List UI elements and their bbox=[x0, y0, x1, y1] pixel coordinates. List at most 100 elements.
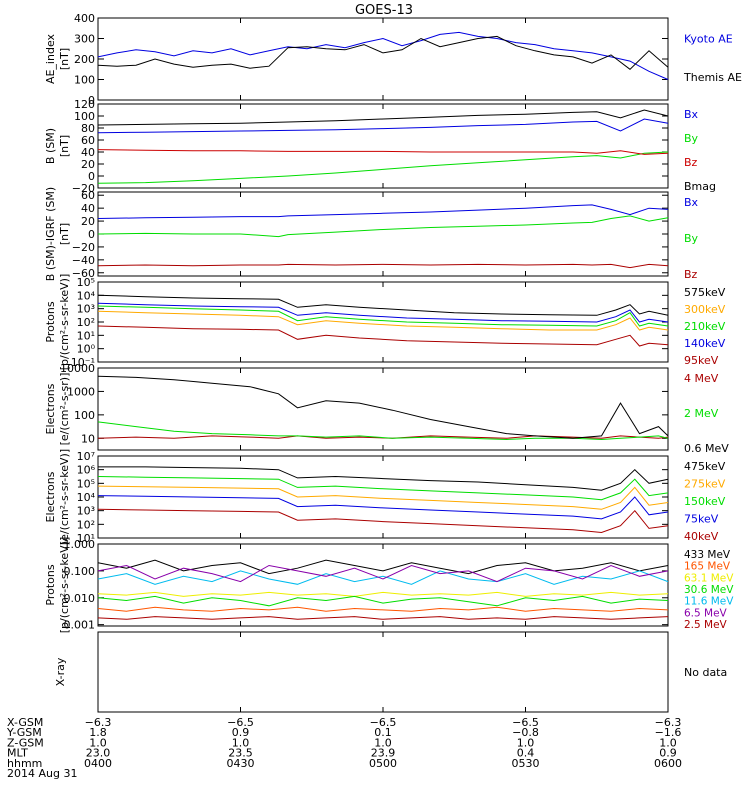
y-tick-label: 10² bbox=[77, 316, 95, 329]
y-tick-label: 0 bbox=[88, 94, 95, 107]
x-row-label: Y-GSM bbox=[6, 726, 42, 739]
legend-label: 475keV bbox=[684, 460, 726, 473]
series-line-bx bbox=[97, 118, 669, 134]
legend-label: Bmag bbox=[684, 180, 716, 193]
y-tick-label: 10³ bbox=[77, 505, 95, 518]
legend-label: 433 MeV bbox=[684, 549, 731, 561]
legend-label: 575keV bbox=[684, 286, 726, 299]
y-tick-label: 10⁴ bbox=[77, 491, 96, 504]
y-axis-label: [p/(cm²-s-sr-keV)] bbox=[58, 274, 71, 371]
y-tick-label: 10⁰ bbox=[77, 343, 96, 356]
legend-label: Bz bbox=[684, 156, 698, 169]
y-tick-label: 10¹ bbox=[77, 329, 95, 342]
legend-label: 75keV bbox=[684, 513, 719, 526]
y-tick-label: 100 bbox=[74, 110, 95, 123]
legend-label: 210keV bbox=[684, 320, 726, 333]
y-tick-label: 0.001 bbox=[64, 619, 96, 632]
y-tick-label: 0.100 bbox=[64, 565, 96, 578]
legend-label: 165 MeV bbox=[684, 561, 731, 573]
series-line-433-mev bbox=[97, 559, 669, 575]
y-tick-label: 10¹ bbox=[77, 532, 95, 545]
panel-frame bbox=[97, 543, 669, 627]
series-line-6-5-mev bbox=[97, 564, 669, 583]
no-data-label: No data bbox=[684, 666, 727, 679]
y-tick-label: 1.000 bbox=[64, 538, 96, 551]
x-row-value: −0.8 bbox=[512, 726, 539, 739]
series-line-bx bbox=[97, 204, 669, 219]
series-line-75kev bbox=[97, 495, 669, 520]
y-tick-label: 400 bbox=[74, 12, 95, 25]
legend-label: 0.6 MeV bbox=[684, 442, 729, 455]
y-axis-label: [p/(cm²-s-sr-keV)] bbox=[58, 537, 71, 634]
x-row-value: 1.0 bbox=[89, 736, 107, 749]
y-axis-label: Protons bbox=[44, 564, 57, 605]
legend-label: Kyoto AE bbox=[684, 33, 733, 46]
y-axis-label: B (SM) bbox=[44, 128, 57, 164]
y-tick-label: −20 bbox=[72, 241, 95, 254]
x-row-value: −6.3 bbox=[655, 716, 682, 729]
series-line-30-6-mev bbox=[97, 595, 669, 607]
x-row-value: 23.5 bbox=[228, 747, 253, 760]
x-row-value: 0.1 bbox=[374, 726, 392, 739]
legend-label: Themis AE bbox=[683, 71, 742, 84]
x-row-value: 1.8 bbox=[89, 726, 107, 739]
y-tick-label: 10⁵ bbox=[77, 276, 95, 289]
series-line-0-6-mev bbox=[97, 375, 669, 439]
x-row-value: 0400 bbox=[84, 757, 112, 770]
y-axis-label: AE_index bbox=[44, 33, 57, 84]
y-tick-label: −20 bbox=[72, 182, 95, 195]
panel-8: X-ray No data bbox=[54, 631, 727, 713]
legend-label: 275keV bbox=[684, 478, 726, 491]
panel-frame bbox=[97, 17, 669, 101]
y-axis-label: [e/(cm²-s-sr)] bbox=[58, 373, 71, 446]
y-tick-label: 60 bbox=[81, 134, 95, 147]
y-tick-label: 10000 bbox=[60, 362, 95, 375]
x-row-value: 23.0 bbox=[86, 747, 111, 760]
x-row-value: 23.9 bbox=[371, 747, 396, 760]
series-line-4-mev bbox=[97, 435, 669, 439]
y-tick-label: 0 bbox=[88, 228, 95, 241]
panel-1: 0 100 200 300 400 AE_index [nT] Kyoto AE Themis … bbox=[44, 12, 742, 107]
series-line-165-mev bbox=[97, 606, 669, 612]
x-axis-table: X-GSM −6.3 −6.5 −6.5 −6.5 −6.3 Y-GSM 1.8 0.9 0.1 −… bbox=[6, 716, 682, 780]
y-tick-label: 10⁵ bbox=[77, 477, 95, 490]
series-line-475kev bbox=[98, 466, 669, 491]
series-line-575kev bbox=[97, 294, 669, 316]
x-row-value: 0.4 bbox=[517, 747, 535, 760]
y-tick-label: 60 bbox=[81, 189, 95, 202]
panel-frame bbox=[97, 631, 669, 713]
series-line-bz bbox=[97, 263, 669, 269]
x-row-label: hhmm bbox=[7, 757, 42, 770]
x-row-label: MLT bbox=[7, 747, 28, 760]
x-row-value: 1.0 bbox=[232, 736, 250, 749]
legend-label: 150keV bbox=[684, 495, 726, 508]
y-axis-label: [nT] bbox=[58, 223, 71, 245]
y-axis-label: B (SM)-IGRF (SM) bbox=[44, 187, 57, 281]
x-row-value: −6.5 bbox=[370, 716, 397, 729]
y-axis-label: Protons bbox=[44, 301, 57, 342]
x-row-value: 0.9 bbox=[659, 747, 677, 760]
x-row-value: 0430 bbox=[227, 757, 255, 770]
y-axis-label: [e/(cm²-s-sr-keV)] bbox=[58, 449, 71, 545]
x-row-value: −6.3 bbox=[85, 716, 112, 729]
y-tick-label: −40 bbox=[72, 254, 95, 267]
series-line-themis-ae bbox=[97, 35, 669, 70]
legend-label: By bbox=[684, 232, 699, 245]
y-tick-label: 10⁻¹ bbox=[71, 356, 95, 369]
x-row-value: 0600 bbox=[654, 757, 682, 770]
date-label: 2014 Aug 31 bbox=[7, 767, 77, 780]
x-row-value: 0530 bbox=[512, 757, 540, 770]
series-line-300kev bbox=[97, 310, 669, 331]
x-row-value: 1.0 bbox=[659, 736, 677, 749]
series-line-150kev bbox=[97, 476, 669, 501]
y-tick-label: 10⁶ bbox=[77, 464, 96, 477]
y-axis-label: [nT] bbox=[58, 48, 71, 70]
legend-label: Bx bbox=[684, 196, 699, 209]
y-axis-label: [nT] bbox=[58, 135, 71, 157]
y-tick-label: 40 bbox=[81, 202, 95, 215]
legend-label: 300keV bbox=[684, 303, 726, 316]
